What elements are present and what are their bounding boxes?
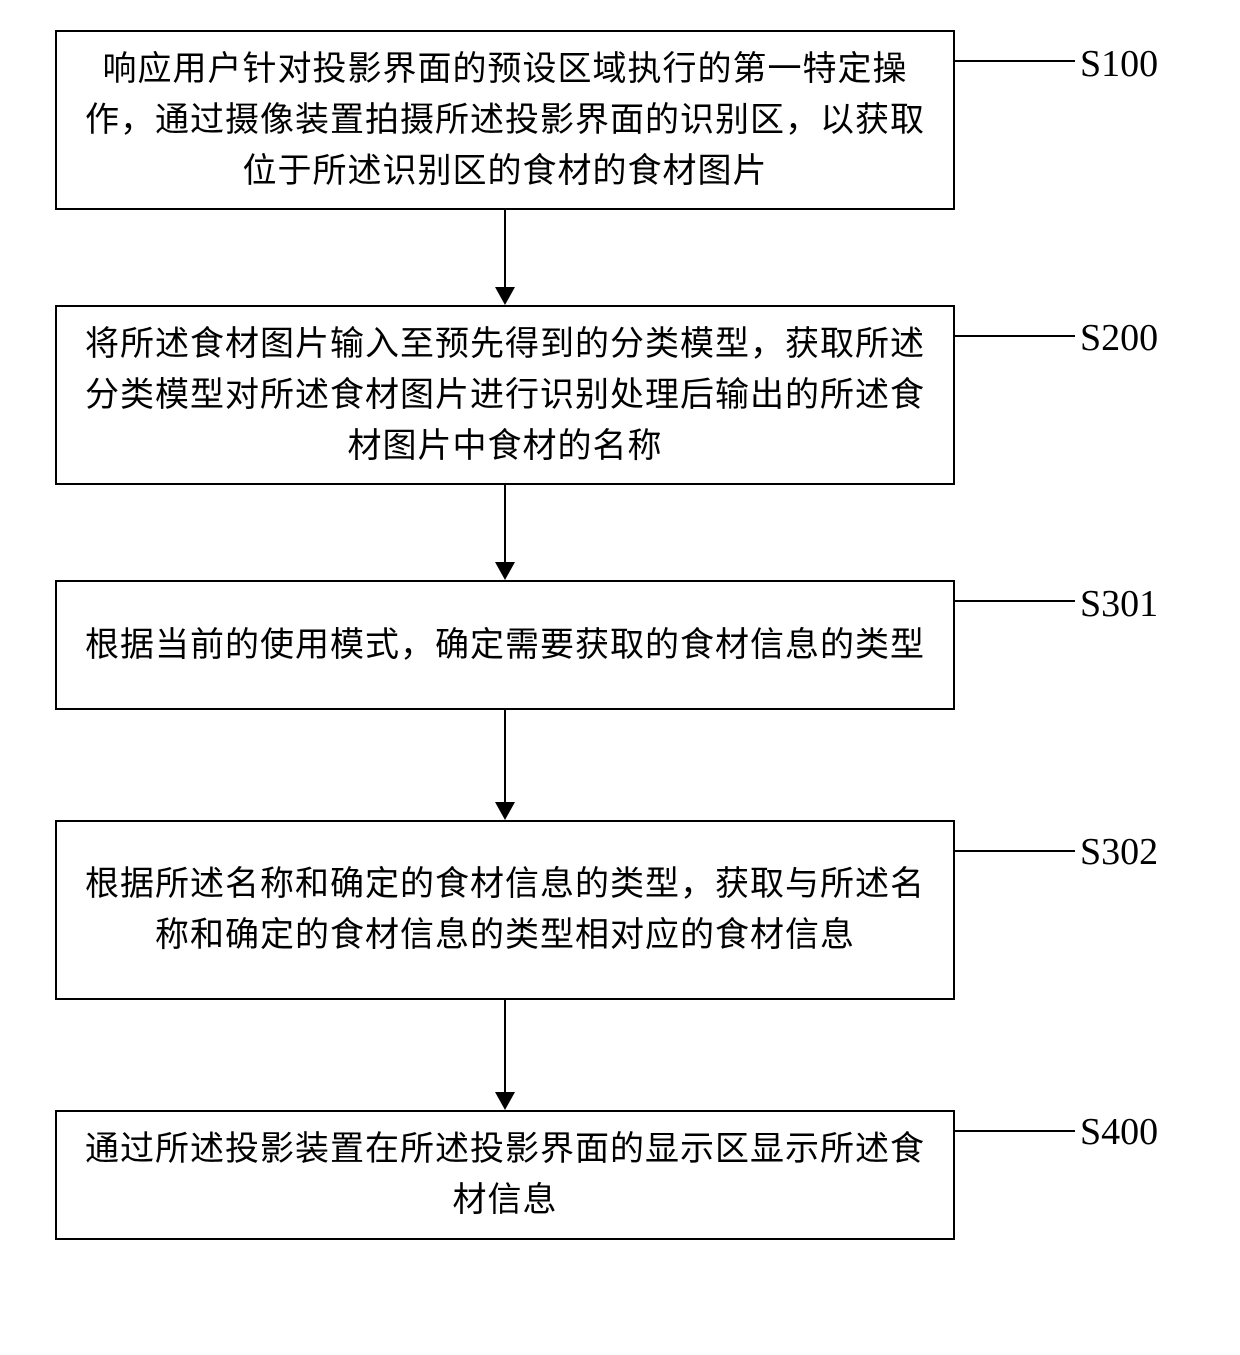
step-label-s400: S400	[1080, 1110, 1158, 1154]
flowchart-container: 响应用户针对投影界面的预设区域执行的第一特定操作，通过摄像装置拍摄所述投影界面的…	[0, 0, 1240, 1355]
connector-line	[955, 1130, 1075, 1132]
flowchart-node-s200: 将所述食材图片输入至预先得到的分类模型，获取所述分类模型对所述食材图片进行识别处…	[55, 305, 955, 485]
step-label-s200: S200	[1080, 316, 1158, 360]
step-label-s302: S302	[1080, 830, 1158, 874]
node-text: 根据所述名称和确定的食材信息的类型，获取与所述名称和确定的食材信息的类型相对应的…	[81, 859, 929, 961]
node-text: 通过所述投影装置在所述投影界面的显示区显示所述食材信息	[81, 1124, 929, 1226]
node-text: 将所述食材图片输入至预先得到的分类模型，获取所述分类模型对所述食材图片进行识别处…	[81, 319, 929, 472]
step-label-s301: S301	[1080, 582, 1158, 626]
connector-line	[955, 60, 1075, 62]
arrow-line	[504, 1000, 506, 1092]
connector-line	[955, 600, 1075, 602]
arrow-line	[504, 710, 506, 802]
step-label-s100: S100	[1080, 42, 1158, 86]
flowchart-node-s400: 通过所述投影装置在所述投影界面的显示区显示所述食材信息	[55, 1110, 955, 1240]
connector-line	[955, 850, 1075, 852]
node-text: 响应用户针对投影界面的预设区域执行的第一特定操作，通过摄像装置拍摄所述投影界面的…	[81, 44, 929, 197]
node-text: 根据当前的使用模式，确定需要获取的食材信息的类型	[85, 620, 925, 671]
arrow-head	[495, 802, 515, 820]
arrow-head	[495, 1092, 515, 1110]
connector-line	[955, 335, 1075, 337]
flowchart-node-s100: 响应用户针对投影界面的预设区域执行的第一特定操作，通过摄像装置拍摄所述投影界面的…	[55, 30, 955, 210]
flowchart-node-s302: 根据所述名称和确定的食材信息的类型，获取与所述名称和确定的食材信息的类型相对应的…	[55, 820, 955, 1000]
arrow-head	[495, 287, 515, 305]
arrow-head	[495, 562, 515, 580]
arrow-line	[504, 485, 506, 562]
flowchart-node-s301: 根据当前的使用模式，确定需要获取的食材信息的类型	[55, 580, 955, 710]
arrow-line	[504, 210, 506, 287]
